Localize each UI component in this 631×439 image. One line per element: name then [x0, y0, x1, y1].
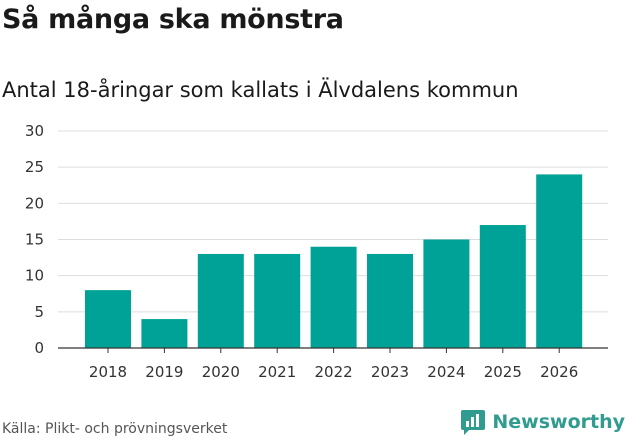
- newsworthy-logo-icon: [461, 410, 486, 435]
- bar-2024: [423, 239, 470, 348]
- bar-2021: [254, 253, 301, 348]
- y-tick-label: 15: [25, 231, 44, 249]
- y-tick-label: 30: [25, 122, 44, 140]
- x-axis-ticks: 2018 2019 2020 2021 2022 2023 2024 2025 2026: [89, 348, 578, 381]
- y-tick-label: 10: [25, 267, 44, 285]
- x-tick-label: 2023: [371, 363, 409, 381]
- x-tick-label: 2019: [145, 363, 183, 381]
- chart-title: Så många ska mönstra: [2, 4, 344, 35]
- bar-2018: [85, 290, 131, 348]
- y-tick-label: 25: [25, 158, 44, 176]
- x-tick-label: 2021: [258, 363, 296, 381]
- bar-2020: [197, 253, 244, 348]
- y-axis-ticks: 0 5 10 15 20 25 30: [25, 122, 44, 357]
- source-note: Källa: Plikt- och prövningsverket: [2, 421, 228, 437]
- x-tick-label: 2026: [540, 363, 578, 381]
- y-tick-label: 20: [25, 194, 44, 212]
- x-tick-label: 2025: [484, 363, 522, 381]
- chart-subtitle: Antal 18-åringar som kallats i Älvdalens…: [2, 78, 519, 102]
- x-tick-label: 2020: [202, 363, 240, 381]
- brand-logo: Newsworthy: [460, 408, 625, 436]
- x-tick-label: 2024: [427, 363, 465, 381]
- bar-2019: [141, 319, 188, 348]
- y-tick-label: 0: [34, 339, 44, 357]
- bar-2025: [479, 225, 526, 348]
- x-tick-label: 2022: [315, 363, 353, 381]
- bars: [85, 174, 583, 348]
- y-tick-label: 5: [34, 303, 44, 321]
- x-tick-label: 2018: [89, 363, 127, 381]
- brand-name: Newsworthy: [492, 411, 625, 433]
- bar-2026: [536, 174, 583, 348]
- bar-2022: [310, 246, 357, 348]
- bar-2023: [367, 253, 413, 348]
